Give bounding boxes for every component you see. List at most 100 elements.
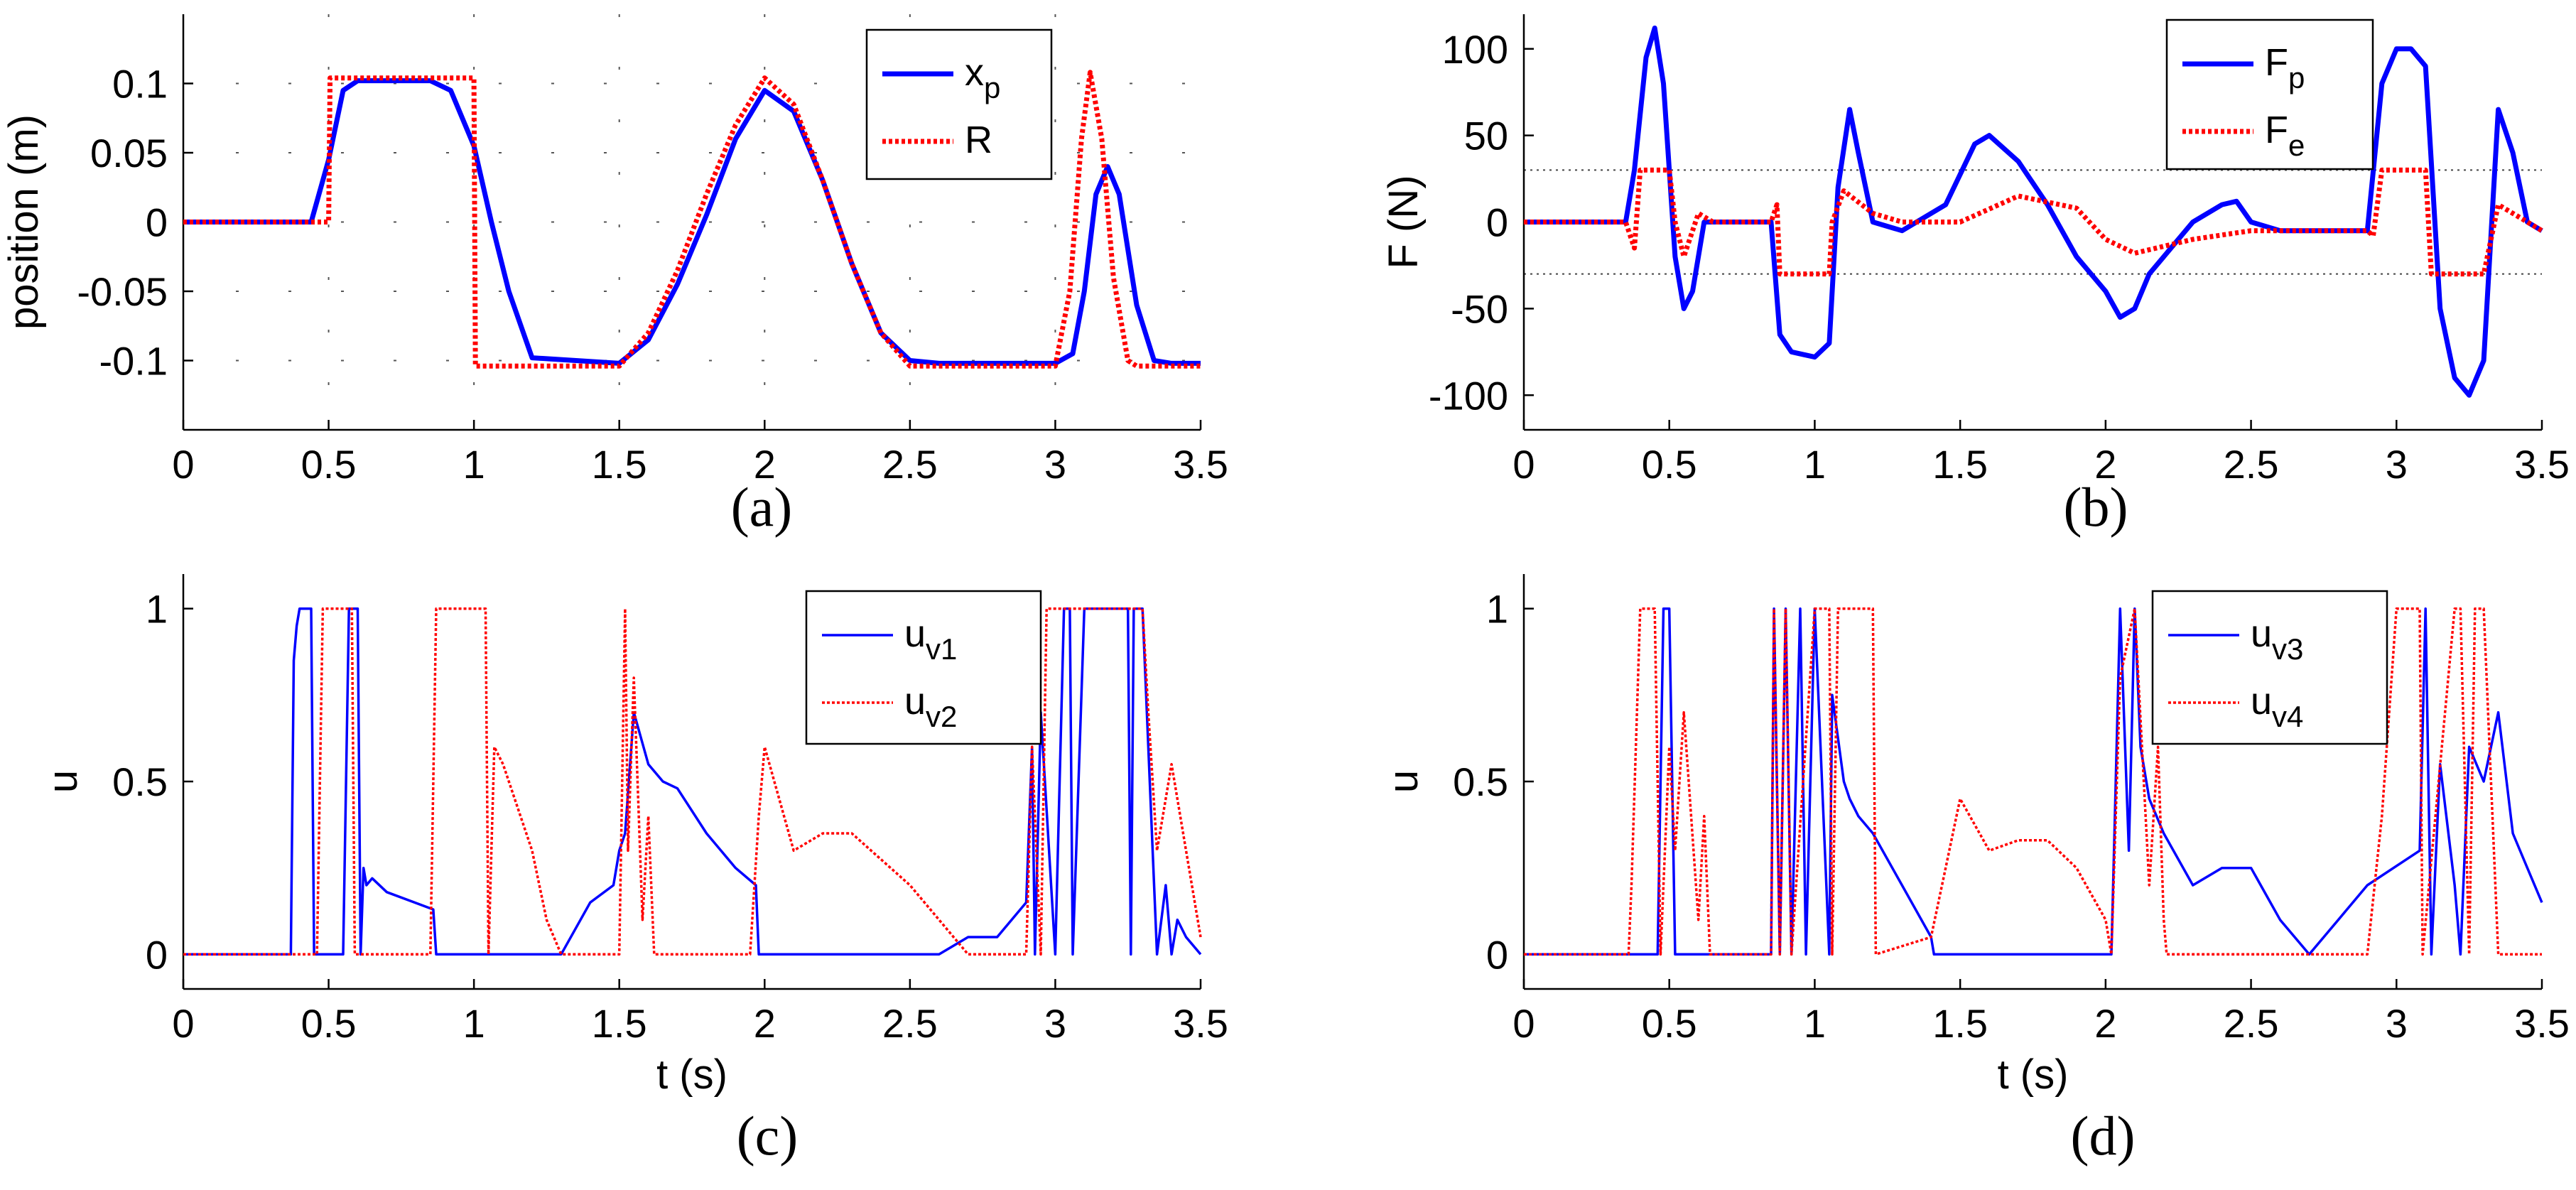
x-tick-label: 0.5 (301, 442, 357, 487)
x-axis-label: t (s) (656, 1051, 727, 1098)
legend-box (865, 28, 1053, 180)
series-line-uv3 (1524, 607, 2543, 956)
y-tick-label: 0 (146, 200, 168, 245)
series-line-xp (183, 78, 1201, 366)
legend-label-subscript: v1 (926, 632, 957, 666)
x-tick-label: 2 (754, 442, 776, 487)
x-tick-label: 0 (172, 1001, 194, 1046)
legend-label: xp (965, 51, 1000, 104)
x-tick-label: 0.5 (1642, 442, 1697, 487)
y-axis-label: u (40, 770, 86, 793)
legend-box (2151, 590, 2388, 745)
x-tick-label: 2.5 (2224, 1001, 2279, 1046)
legend-label-main: F (2265, 41, 2288, 84)
x-tick-label: 1 (1804, 442, 1826, 487)
x-tick-label: 3.5 (2514, 442, 2570, 487)
panel-caption: (d) (2071, 1105, 2136, 1167)
legend-label-subscript: p (2288, 61, 2305, 94)
panel-caption: (b) (2064, 476, 2128, 538)
x-tick-label: 2 (754, 1001, 776, 1046)
legend-label-main: u (904, 680, 926, 723)
x-tick-label: 3 (1044, 442, 1066, 487)
x-tick-label: 3.5 (1173, 1001, 1228, 1046)
legend-label: uv1 (904, 612, 957, 666)
y-tick-label: 1 (146, 587, 168, 632)
x-tick-label: 3 (1044, 1001, 1066, 1046)
y-axis-label: F (N) (1380, 175, 1427, 269)
series-line-fp (1524, 26, 2543, 398)
x-tick-label: 1 (463, 1001, 485, 1046)
x-tick-label: 0.5 (301, 1001, 357, 1046)
legend-label: uv3 (2251, 612, 2303, 666)
x-tick-label: 2 (2094, 1001, 2116, 1046)
x-tick-label: 0 (172, 442, 194, 487)
y-tick-label: -0.1 (99, 339, 168, 384)
y-tick-label: 100 (1442, 27, 1508, 72)
y-tick-label: 0.5 (112, 759, 168, 804)
panel-caption: (a) (731, 476, 793, 538)
y-tick-label: 0 (1486, 932, 1508, 977)
legend-label-subscript: p (984, 71, 1000, 104)
legend-label-main: x (965, 51, 984, 94)
x-tick-label: 2 (2094, 442, 2116, 487)
x-tick-label: 1.5 (1932, 442, 1988, 487)
legend-label-main: F (2265, 109, 2288, 151)
x-tick-label: 3 (2386, 442, 2408, 487)
y-tick-label: -50 (1451, 286, 1508, 331)
series-line-uv1 (183, 607, 1202, 956)
x-tick-label: 2.5 (882, 1001, 938, 1046)
panel-caption: (c) (737, 1105, 799, 1167)
legend-label-subscript: v4 (2272, 700, 2303, 733)
x-tick-label: 0 (1512, 1001, 1535, 1046)
x-tick-label: 1.5 (592, 1001, 647, 1046)
x-tick-label: 1.5 (592, 442, 647, 487)
legend-label-main: u (2251, 612, 2272, 655)
legend-label-main: u (2251, 680, 2272, 723)
chart-panel-a: 0 0.5 1 1.5 2 2.5 3 3.5 -0.1 -0.05 0 0.05 0.1 positio… (1, 14, 1228, 538)
series-line-fe (1524, 167, 2543, 277)
y-tick-label: 0.5 (1453, 759, 1508, 804)
y-tick-label: 0 (1486, 200, 1508, 245)
x-tick-label: 1.5 (1932, 1001, 1988, 1046)
legend-label: Fe (2265, 109, 2305, 162)
y-tick-label: -0.05 (77, 269, 168, 314)
legend-label-subscript: v3 (2272, 632, 2303, 666)
legend-label-main: u (904, 612, 926, 655)
x-tick-label: 3.5 (2514, 1001, 2570, 1046)
y-tick-label: 0.1 (112, 62, 168, 107)
series-line-uv2 (183, 607, 1202, 956)
x-tick-label: 3 (2386, 1001, 2408, 1046)
x-axis-label: t (s) (1998, 1051, 2069, 1098)
legend: xpR (865, 28, 1053, 180)
x-tick-label: 1 (463, 442, 485, 487)
legend-label-subscript: e (2288, 129, 2305, 162)
x-tick-label: 2.5 (882, 442, 938, 487)
y-tick-label: 0 (146, 932, 168, 977)
y-tick-label: 0.05 (90, 131, 168, 175)
y-axis-label: u (1380, 770, 1427, 793)
legend-label: R (965, 119, 992, 161)
legend-label: uv4 (2251, 680, 2303, 733)
x-tick-label: 0 (1512, 442, 1535, 487)
legend-box (2165, 18, 2374, 171)
x-tick-label: 2.5 (2224, 442, 2279, 487)
legend-label: Fp (2265, 41, 2305, 94)
x-tick-label: 1 (1804, 1001, 1826, 1046)
legend-box (805, 590, 1042, 745)
x-tick-label: 3.5 (1173, 442, 1228, 487)
y-tick-label: 1 (1486, 587, 1508, 632)
y-tick-label: -100 (1429, 373, 1508, 418)
legend-label: uv2 (904, 680, 957, 733)
series-line-rundefined (183, 70, 1201, 369)
legend-label-subscript: v2 (926, 700, 957, 733)
y-tick-label: 50 (1464, 114, 1508, 158)
y-axis-label: position (m) (1, 114, 47, 330)
series-line-uv4 (1524, 607, 2542, 956)
